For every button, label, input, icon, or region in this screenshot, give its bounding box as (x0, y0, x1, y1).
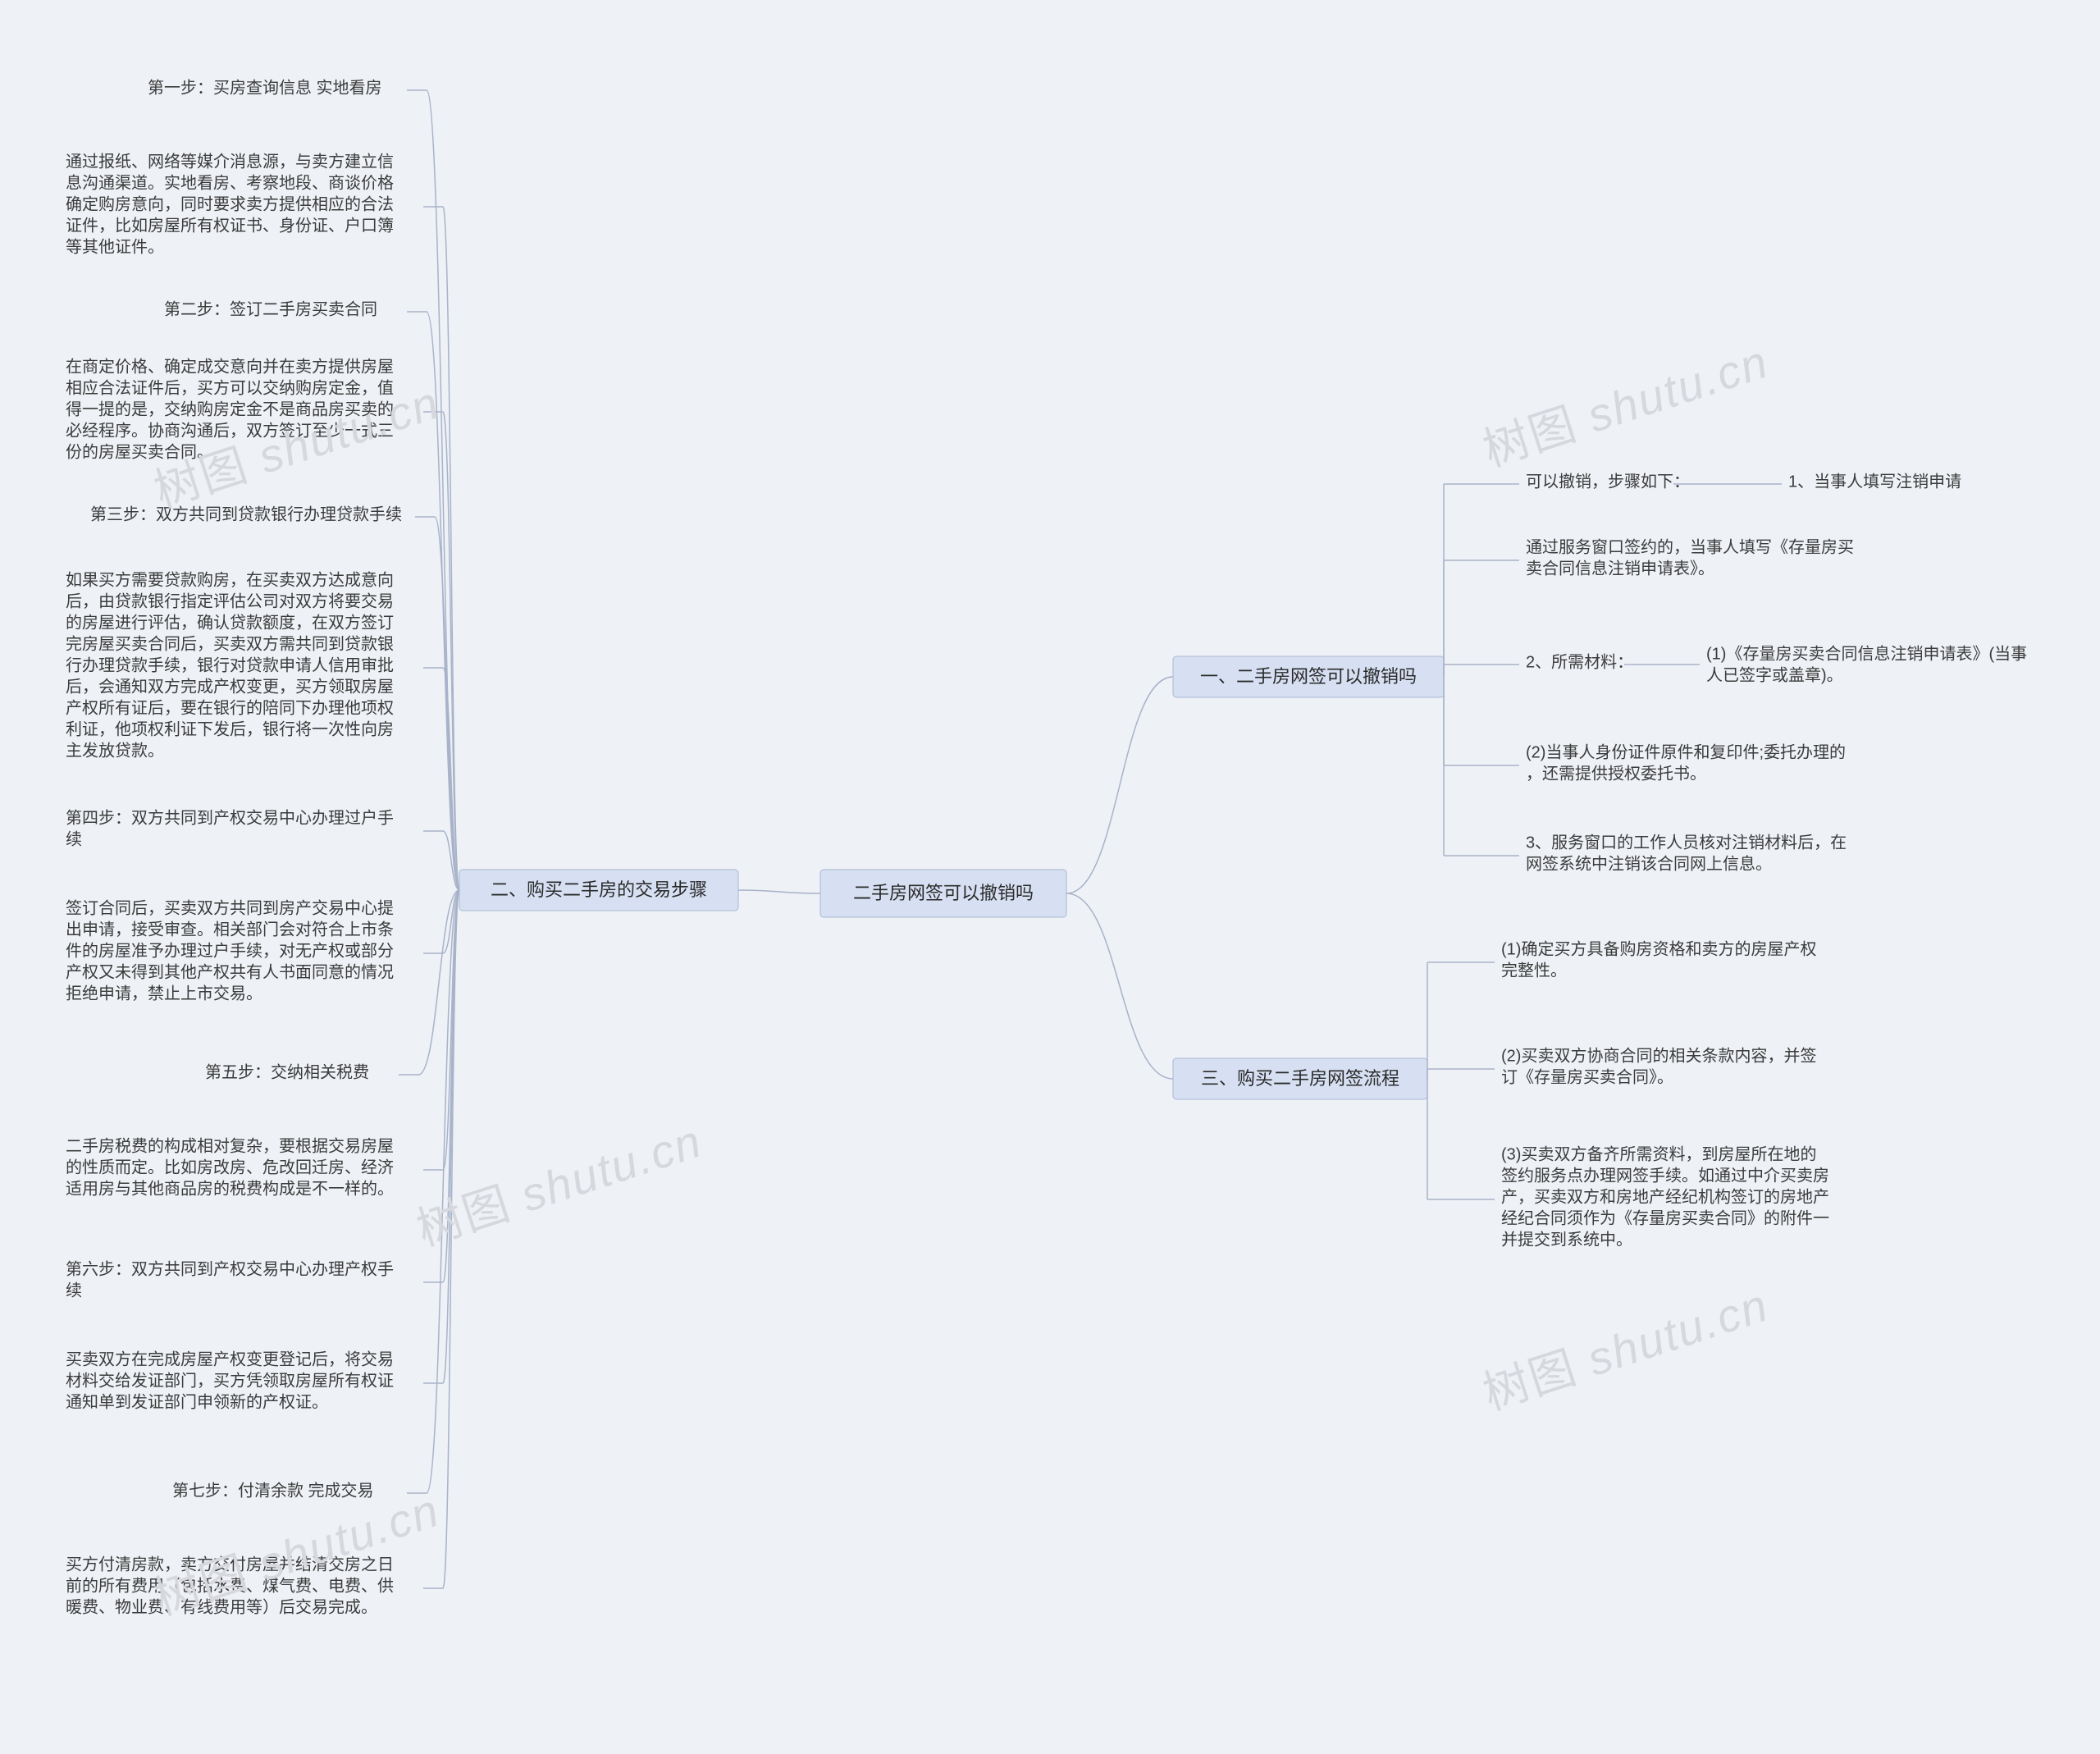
leaf-text: 材料交给发证部门，买方凭领取房屋所有权证 (66, 1372, 394, 1391)
leaf-text: 1、当事人填写注销申请 (1788, 473, 1961, 491)
leaf-text: (2)买卖双方协商合同的相关条款内容，并签 (1501, 1047, 1816, 1066)
leaf-text: 等其他证件。 (66, 238, 164, 257)
leaf-text: 第一步：买房查询信息 实地看房 (148, 79, 382, 98)
leaf-text: ，还需提供授权委托书。 (1526, 765, 1706, 783)
leaf-text: 相应合法证件后，买方可以交纳购房定金，值 (66, 379, 394, 398)
connector (443, 890, 459, 1588)
node-label: 一、二手房网签可以撤销吗 (1200, 666, 1417, 687)
leaf-text: 2、所需材料： (1526, 653, 1633, 672)
leaf-text: 产权所有证后，要在银行的陪同下办理他项权 (66, 699, 394, 718)
leaf-text: 并提交到系统中。 (1501, 1231, 1632, 1249)
leaf-text: 网签系统中注销该合同网上信息。 (1526, 855, 1772, 874)
leaf-text: 件的房屋准予办理过户手续，对无产权或部分 (66, 942, 394, 961)
leaf-text: 份的房屋买卖合同。 (66, 443, 213, 462)
leaf-text: 第二步：签订二手房买卖合同 (164, 300, 377, 319)
leaf-text: 的性质而定。比如房改房、危改回迁房、经济 (66, 1158, 394, 1177)
leaf-text: 完房屋买卖合同后，买卖双方需共同到贷款银 (66, 635, 394, 654)
leaf-text: 二手房税费的构成相对复杂，要根据交易房屋 (66, 1137, 394, 1156)
leaf-text: 利证，他项权利证下发后，银行将一次性向房 (66, 720, 394, 739)
connector (738, 890, 820, 893)
leaf-text: 续 (66, 1281, 82, 1300)
leaf-text: 可以撤销，步骤如下： (1526, 473, 1690, 491)
leaf-text: 拒绝申请，禁止上市交易。 (66, 984, 262, 1003)
leaf-text: 卖合同信息注销申请表》。 (1526, 560, 1714, 578)
leaf-text: 续 (66, 830, 82, 849)
leaf-text: 第七步：付清余款 完成交易 (172, 1482, 374, 1500)
leaf-text: (3)买卖双方备齐所需资料，到房屋所在地的 (1501, 1145, 1816, 1164)
node-label: 三、购买二手房网签流程 (1201, 1068, 1399, 1089)
leaf-text: 后，会通知双方完成产权变更，买方领取房屋 (66, 678, 394, 697)
leaf-text: 的房屋进行评估，确认贷款额度，在双方签订 (66, 614, 394, 633)
connector (1066, 893, 1173, 1079)
leaf-text: 通过服务窗口签约的，当事人填写《存量房买 (1526, 538, 1854, 557)
leaf-text: 适用房与其他商品房的税费构成是不一样的。 (66, 1180, 394, 1199)
leaf-text: 得一提的是，交纳购房定金不是商品房买卖的 (66, 400, 394, 419)
leaf-text: 产权又未得到其他产权共有人书面同意的情况 (66, 963, 394, 982)
leaf-text: 确定购房意向，同时要求卖方提供相应的合法 (66, 195, 394, 214)
leaf-text: 通知单到发证部门申领新的产权证。 (66, 1393, 328, 1412)
leaf-text: 主发放贷款。 (66, 742, 164, 761)
leaf-text: 买方付清房款，卖方交付房屋并结清交房之日 (66, 1555, 394, 1574)
leaf-text: 人已签字或盖章)。 (1706, 666, 1843, 685)
leaf-text: (1)确定买方具备购房资格和卖方的房屋产权 (1501, 940, 1816, 959)
leaf-text: 行办理贷款手续，银行对贷款申请人信用审批 (66, 656, 394, 675)
connector (1066, 677, 1173, 893)
mindmap-canvas: 二手房网签可以撤销吗 一、二手房网签可以撤销吗 可以撤销，步骤如下： 1、当事人填写注… (0, 0, 2100, 1754)
leaf-text: 后，由贷款银行指定评估公司对双方将要交易 (66, 592, 394, 611)
leaf-text: (2)当事人身份证件原件和复印件;委托办理的 (1526, 743, 1846, 762)
leaf-text: 完整性。 (1501, 962, 1567, 980)
leaf-text: 必经程序。协商沟通后，双方签订至少一式三 (66, 422, 394, 441)
leaf-text: 通过报纸、网络等媒介消息源，与卖方建立信 (66, 153, 394, 171)
leaf-text: 第六步：双方共同到产权交易中心办理产权手 (66, 1260, 394, 1279)
leaf-text: 3、服务窗口的工作人员核对注销材料后，在 (1526, 834, 1847, 852)
leaf-text: 产，买卖双方和房地产经纪机构签订的房地产 (1501, 1188, 1829, 1207)
leaf-text: 签约服务点办理网签手续。如通过中介买卖房 (1501, 1167, 1829, 1185)
leaf-text: 第五步：交纳相关税费 (205, 1063, 369, 1082)
leaf-text: 息沟通渠道。实地看房、考察地段、商谈价格 (66, 174, 394, 193)
leaf-text: 经纪合同须作为《存量房买卖合同》的附件一 (1501, 1209, 1829, 1228)
leaf-text: 第四步：双方共同到产权交易中心办理过户手 (66, 809, 394, 828)
leaf-text: 签订合同后，买卖双方共同到房产交易中心提 (66, 899, 394, 918)
leaf-text: 暖费、物业费、有线费用等）后交易完成。 (66, 1598, 377, 1617)
leaf-text: 买卖双方在完成房屋产权变更登记后，将交易 (66, 1350, 394, 1369)
node-label: 二、购买二手房的交易步骤 (491, 879, 707, 900)
node-label: 二手房网签可以撤销吗 (853, 883, 1034, 903)
leaf-text: (1)《存量房买卖合同信息注销申请表》(当事 (1706, 645, 2027, 664)
leaf-text: 第三步：双方共同到贷款银行办理贷款手续 (90, 505, 402, 524)
leaf-text: 订《存量房买卖合同》。 (1501, 1068, 1673, 1087)
leaf-text: 在商定价格、确定成交意向并在卖方提供房屋 (66, 358, 394, 377)
leaf-text: 前的所有费用（包括水费、煤气费、电费、供 (66, 1577, 394, 1596)
leaf-text: 如果买方需要贷款购房，在买卖双方达成意向 (66, 571, 394, 590)
leaf-text: 出申请，接受审查。相关部门会对符合上市条 (66, 920, 394, 939)
leaf-text: 证件，比如房屋所有权证书、身份证、户口簿 (66, 217, 394, 235)
